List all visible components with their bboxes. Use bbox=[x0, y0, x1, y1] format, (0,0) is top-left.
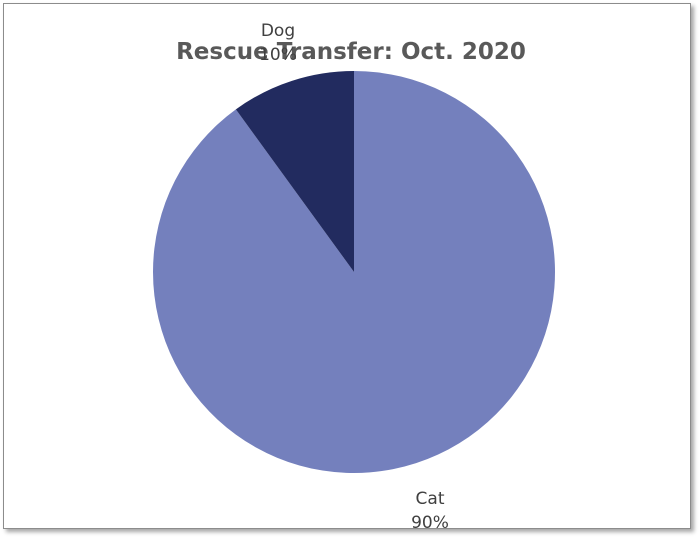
pie-slice-dog bbox=[235, 71, 354, 272]
slice-labels: Cat 90% Dog 10% bbox=[259, 21, 449, 530]
data-label-dog: Dog 10% bbox=[259, 21, 297, 65]
pie-slices bbox=[152, 71, 555, 473]
data-label-category: Dog bbox=[261, 21, 295, 41]
data-label-value: 90% bbox=[411, 513, 449, 530]
chart-area: Rescue Transfer: Oct. 2020 Cat 90% Dog 10% bbox=[3, 3, 691, 530]
data-label-category: Cat bbox=[416, 489, 445, 509]
chart-title: Rescue Transfer: Oct. 2020 bbox=[176, 39, 526, 65]
data-label-value: 10% bbox=[259, 45, 297, 65]
data-label-cat: Cat 90% bbox=[411, 489, 449, 530]
pie-slice-cat bbox=[152, 71, 555, 473]
pie-chart: Rescue Transfer: Oct. 2020 Cat 90% Dog 10% bbox=[152, 21, 555, 530]
